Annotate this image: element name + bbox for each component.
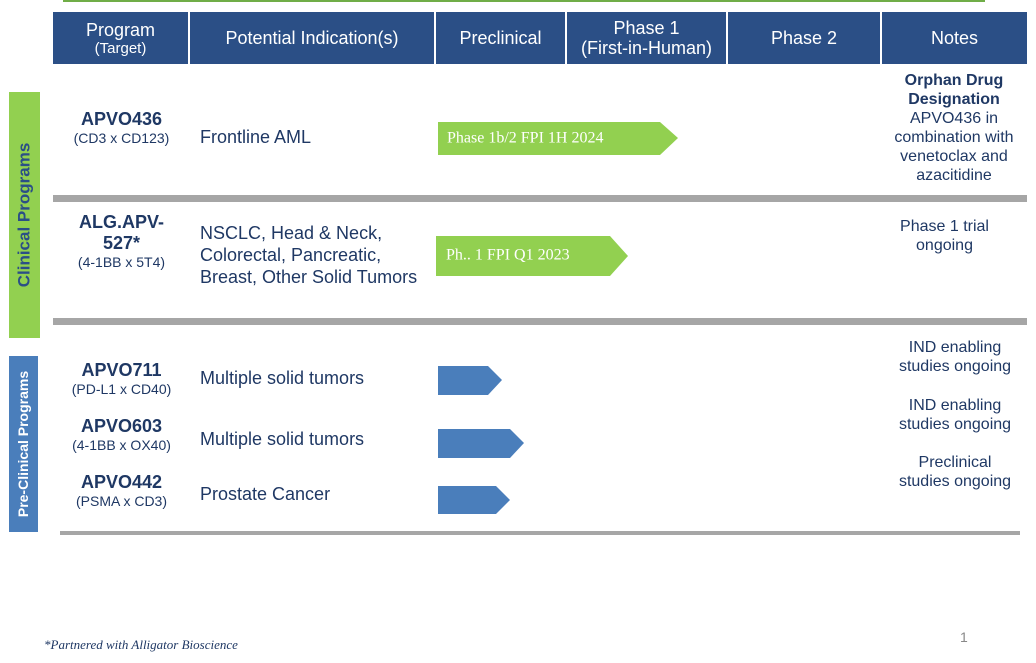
program-name: APVO436 [80,109,163,129]
program-target: (PSMA x CD3) [75,493,167,509]
header-cell: Potential Indication(s) [190,12,436,64]
header-title: Notes [930,28,979,48]
header-cell: Notes [882,12,1027,64]
header-subtitle: (Target) [94,39,147,57]
program-target: (CD3 x CD123) [73,130,170,146]
program-target: (PD-L1 x CD40) [71,381,172,397]
arrow-label: Phase 1b/2 FPI 1H 2024 [447,130,603,147]
header-cell: Phase 1 (First-in-Human) [567,12,728,64]
header-title: Preclinical [459,28,542,48]
indication: NSCLC, Head & Neck, Colorectal, Pancreat… [200,223,418,287]
header-cell: Preclinical [436,12,567,64]
top-rule [63,0,985,2]
header-title: Phase 1 [613,18,680,38]
notes-text: APVO436 in combination with venetoclax a… [894,110,1014,184]
notes: Orphan Drug Designation APVO436 in combin… [884,71,1024,185]
indication: Prostate Cancer [200,484,331,504]
program-name: APVO711 [81,360,162,380]
indication: Multiple solid tumors [200,429,365,449]
row-separator [60,531,1020,535]
program: ALG.APV-527* (4-1BB x 5T4) [73,212,170,271]
notes-text: Preclinical studies ongoing [898,454,1012,490]
program: APVO603 (4-1BB x OX40) [53,416,190,454]
program-name: APVO603 [80,416,163,436]
header-subtitle: (First-in-Human) [580,38,712,58]
header-cell: Phase 2 [728,12,882,64]
arrow-label: Ph.. 1 FPI Q1 2023 [446,247,570,264]
program-target: (4-1BB x OX40) [72,437,171,453]
header-title: Program [85,19,156,40]
phase-arrow [436,236,628,276]
phase-arrow [438,122,678,155]
section-label: Pre-Clinical Programs [9,356,38,532]
section-label: Clinical Programs [9,92,40,338]
notes-text: Phase 1 trial ongoing [900,218,989,254]
row-separator [53,195,1027,202]
header-title: Phase 2 [770,28,838,48]
footnote: *Partnered with Alligator Bioscience [44,637,238,652]
program: APVO436 (CD3 x CD123) [53,109,190,147]
program-name: APVO442 [80,472,163,492]
notes-text: IND enabling studies ongoing [898,397,1012,433]
notes-title: Orphan Drug Designation [904,72,1004,108]
header-title: Potential Indication(s) [225,28,399,48]
phase-arrow [438,429,524,458]
indication: Multiple solid tumors [200,368,365,388]
program: APVO711 (PD-L1 x CD40) [53,360,190,398]
program-target: (4-1BB x 5T4) [77,254,166,270]
program: APVO442 (PSMA x CD3) [53,472,190,510]
header-cell: Program (Target) [53,12,190,64]
row-separator [53,318,1027,325]
page-number: 1 [960,629,968,645]
indication: Frontline AML [200,127,312,147]
program-name: ALG.APV-527* [78,212,164,253]
notes-text: IND enabling studies ongoing [898,339,1012,375]
phase-arrow [438,366,502,395]
phase-arrow [438,486,510,514]
